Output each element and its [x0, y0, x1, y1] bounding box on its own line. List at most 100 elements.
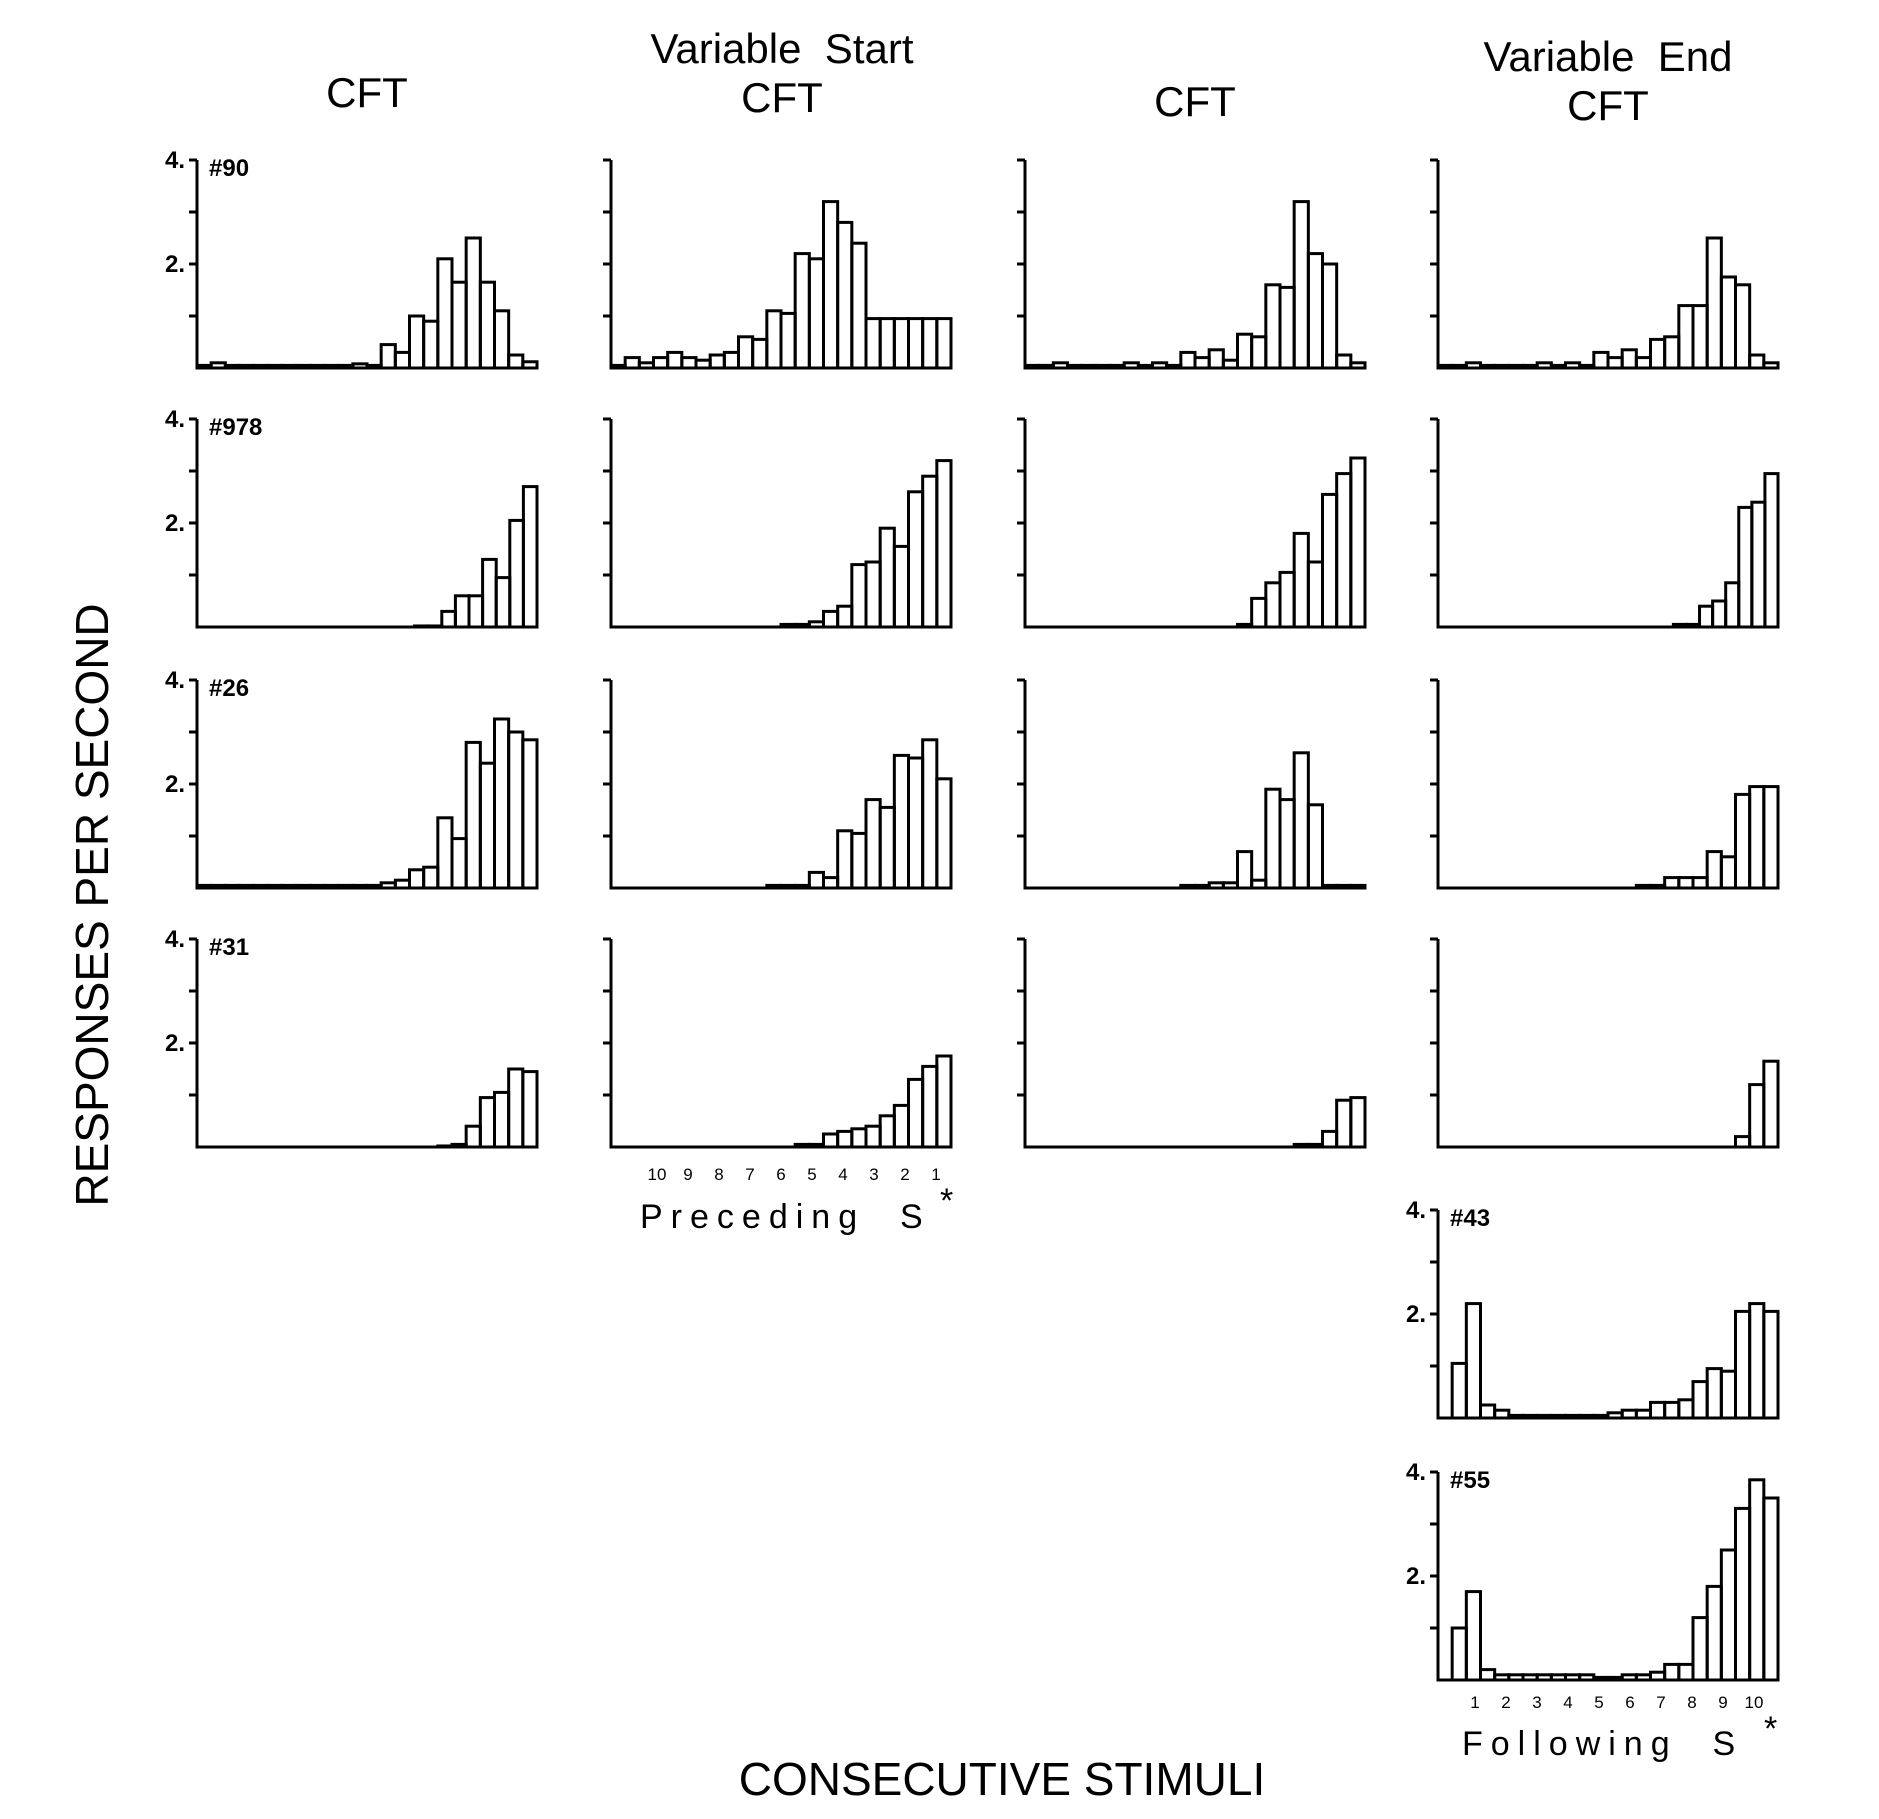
- bar: [1762, 785, 1780, 890]
- bar: [436, 257, 454, 370]
- bar: [422, 865, 440, 890]
- bar: [878, 526, 896, 629]
- preceding-category-label: 4: [838, 1165, 847, 1184]
- bar: [1734, 792, 1752, 890]
- bar: [1748, 1083, 1766, 1149]
- bar: [223, 363, 241, 370]
- bar: [878, 1114, 896, 1149]
- bar: [1564, 1673, 1582, 1682]
- bar: [493, 717, 511, 890]
- panel-5-axes: [195, 419, 537, 629]
- bar: [1691, 876, 1709, 890]
- bar: [793, 883, 811, 890]
- bar: [1748, 785, 1766, 890]
- bar: [609, 363, 627, 370]
- bar: [807, 620, 825, 629]
- bar: [1349, 456, 1367, 629]
- bar: [1221, 881, 1240, 890]
- bar: [878, 317, 896, 370]
- bar: [209, 883, 227, 890]
- subject-label: #55: [1450, 1467, 1490, 1494]
- bar: [1606, 1411, 1624, 1420]
- bar: [478, 280, 497, 370]
- panel-18-axes: [1436, 1472, 1778, 1682]
- bar: [1549, 1673, 1568, 1682]
- column-title-2-line-1: Variable Start: [650, 25, 913, 72]
- preceding-label: Preceding S: [640, 1198, 931, 1236]
- bar: [793, 252, 811, 370]
- bar: [493, 309, 511, 370]
- column-title-3: CFT: [1154, 78, 1236, 125]
- y-tick-label-2: 2.: [165, 771, 185, 798]
- bar: [1762, 361, 1780, 370]
- bar: [1051, 361, 1070, 370]
- bar: [1278, 570, 1296, 629]
- bar: [680, 356, 698, 370]
- bar: [892, 317, 910, 370]
- y-tick-label-2: 2.: [165, 1030, 185, 1057]
- bar: [209, 361, 227, 370]
- bar: [1748, 1302, 1766, 1420]
- bar: [1236, 622, 1254, 629]
- bar: [1762, 1496, 1780, 1682]
- bar: [793, 622, 811, 629]
- bar: [521, 360, 539, 370]
- bar: [1450, 1626, 1468, 1682]
- bar: [308, 363, 327, 370]
- bar: [822, 1132, 840, 1149]
- bar: [921, 474, 939, 629]
- preceding-category-label: 5: [807, 1165, 816, 1184]
- bar: [1634, 356, 1653, 370]
- following-label: Following S: [1462, 1725, 1743, 1763]
- column-title-4: Variable End CFT: [1483, 33, 1732, 129]
- bar: [1719, 275, 1738, 370]
- bar: [907, 490, 925, 629]
- bar: [1450, 363, 1468, 370]
- bar: [521, 1070, 539, 1149]
- bar: [1535, 1673, 1553, 1682]
- panel-9-axes: [195, 680, 537, 890]
- bar: [1549, 363, 1568, 370]
- bar: [921, 317, 939, 370]
- bar: [1264, 283, 1282, 370]
- panel-10: [603, 678, 953, 890]
- following-sstar-mark: *: [1764, 1710, 1777, 1748]
- bar: [450, 280, 468, 370]
- bar: [1663, 1400, 1681, 1420]
- bar: [623, 356, 641, 370]
- bar: [294, 883, 312, 890]
- bar: [1335, 353, 1353, 370]
- bar: [1493, 1673, 1511, 1682]
- bar: [722, 350, 740, 370]
- bar: [1221, 358, 1240, 370]
- bar: [223, 883, 241, 890]
- following-category-label: 8: [1687, 1693, 1696, 1712]
- bar: [238, 363, 256, 370]
- bar: [1649, 1670, 1667, 1682]
- bar: [467, 594, 485, 629]
- bar: [1292, 751, 1310, 890]
- panel-13-axes: [195, 939, 537, 1149]
- bar: [1606, 1675, 1624, 1682]
- column-title-4-line-1: Variable End: [1483, 33, 1732, 80]
- bar: [464, 236, 482, 370]
- panel-3-axes: [1023, 160, 1365, 370]
- column-title-2: Variable Start CFT: [650, 25, 913, 121]
- panel-14-axes: [609, 939, 951, 1149]
- bar: [1193, 883, 1211, 890]
- subject-label: #31: [209, 934, 249, 961]
- bar: [1136, 363, 1155, 370]
- bar: [1236, 332, 1254, 370]
- bar: [1250, 335, 1268, 370]
- preceding-category-label: 6: [776, 1165, 785, 1184]
- bar: [850, 563, 868, 629]
- column-title-4-line-2: CFT: [1567, 82, 1649, 129]
- following-category-label: 6: [1625, 1693, 1634, 1712]
- bar: [1507, 1413, 1525, 1420]
- bar: [252, 363, 270, 370]
- bar: [1292, 531, 1310, 629]
- bar: [850, 831, 868, 890]
- bar: [521, 485, 539, 629]
- panel-1: 4. 2. #90: [165, 147, 539, 370]
- bar: [1306, 560, 1325, 629]
